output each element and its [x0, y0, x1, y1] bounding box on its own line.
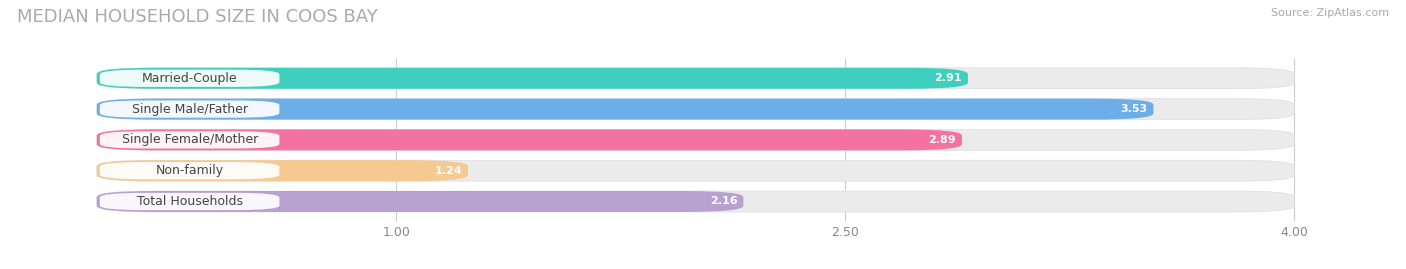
FancyBboxPatch shape: [97, 129, 962, 150]
FancyBboxPatch shape: [97, 160, 468, 181]
FancyBboxPatch shape: [97, 99, 1153, 119]
FancyBboxPatch shape: [100, 193, 280, 210]
Text: MEDIAN HOUSEHOLD SIZE IN COOS BAY: MEDIAN HOUSEHOLD SIZE IN COOS BAY: [17, 8, 378, 26]
FancyBboxPatch shape: [97, 68, 967, 89]
FancyBboxPatch shape: [97, 191, 744, 212]
Text: Source: ZipAtlas.com: Source: ZipAtlas.com: [1271, 8, 1389, 18]
Text: 1.24: 1.24: [434, 166, 463, 176]
Text: 2.89: 2.89: [928, 135, 956, 145]
FancyBboxPatch shape: [100, 131, 280, 148]
FancyBboxPatch shape: [97, 129, 1294, 150]
Text: Single Female/Mother: Single Female/Mother: [121, 133, 257, 146]
Text: Total Households: Total Households: [136, 195, 243, 208]
FancyBboxPatch shape: [97, 68, 1294, 89]
Text: Non-family: Non-family: [156, 164, 224, 177]
FancyBboxPatch shape: [97, 191, 1294, 212]
Text: 2.91: 2.91: [935, 73, 962, 83]
FancyBboxPatch shape: [97, 99, 1294, 119]
Text: Single Male/Father: Single Male/Father: [132, 102, 247, 116]
Text: Married-Couple: Married-Couple: [142, 72, 238, 85]
FancyBboxPatch shape: [100, 162, 280, 179]
Text: 2.16: 2.16: [710, 196, 737, 207]
Text: 3.53: 3.53: [1121, 104, 1147, 114]
FancyBboxPatch shape: [97, 160, 1294, 181]
FancyBboxPatch shape: [100, 100, 280, 118]
FancyBboxPatch shape: [100, 70, 280, 87]
